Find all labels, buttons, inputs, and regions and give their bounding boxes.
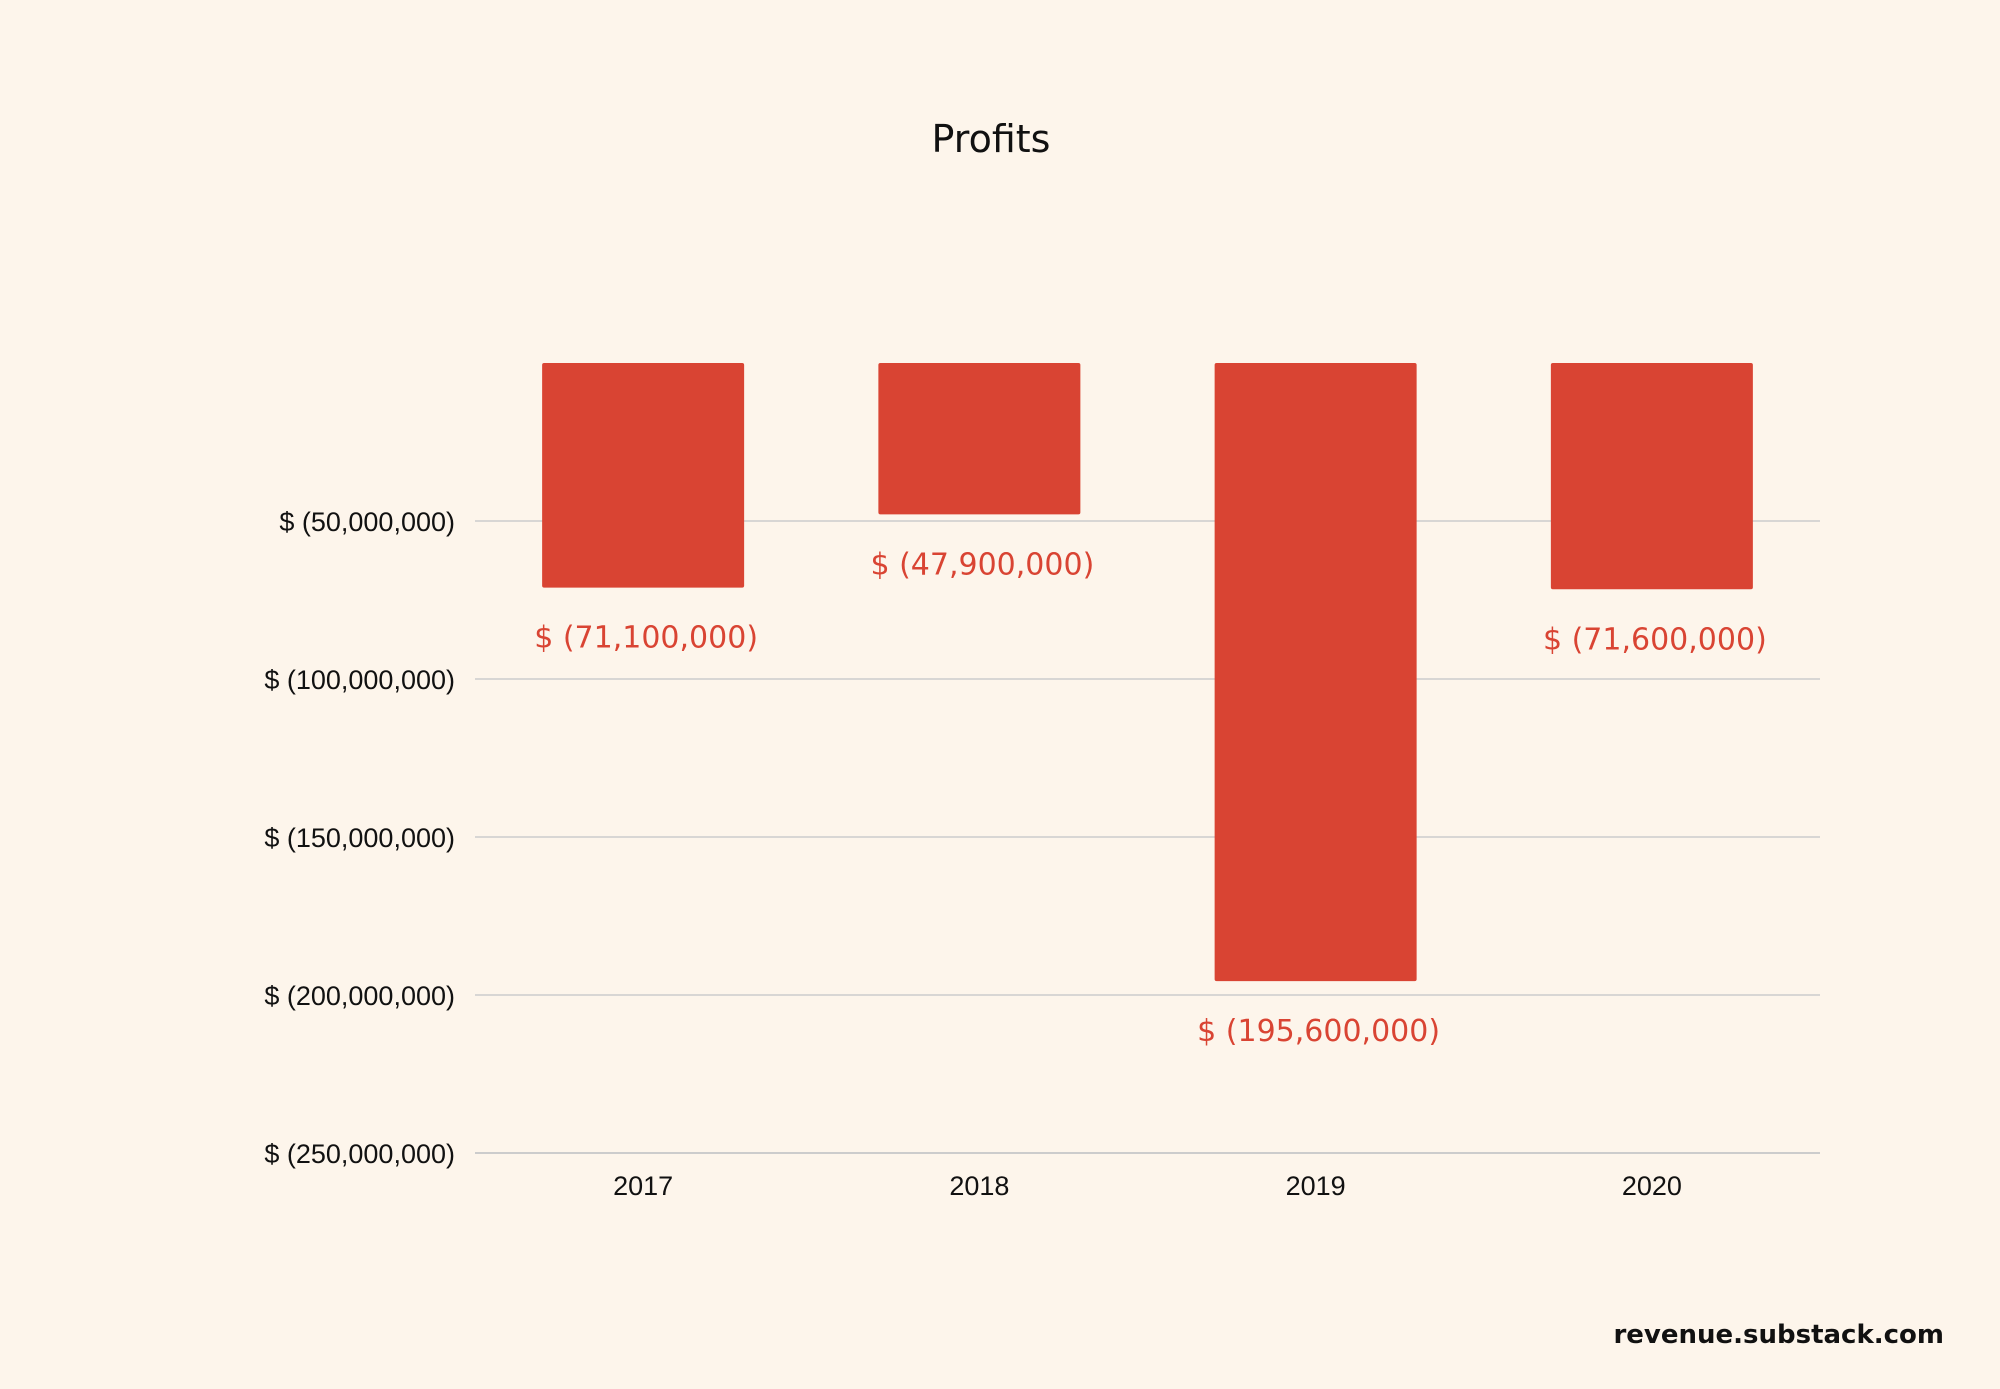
data-label-2017: $ (71,100,000) [534, 621, 758, 656]
x-tick-label-2018: 2018 [949, 1171, 1009, 1201]
y-tick-label: $ (100,000,000) [264, 665, 455, 695]
x-axis-tick-labels: 2017 2018 2019 2020 [613, 1171, 1682, 1201]
data-label-2018: $ (47,900,000) [870, 547, 1094, 582]
bars [542, 363, 1753, 982]
y-tick-label: $ (200,000,000) [264, 981, 455, 1011]
bar-2018 [878, 363, 1081, 515]
watermark-text: revenue.substack.com [1613, 1320, 1944, 1350]
y-tick-label: $ (50,000,000) [279, 507, 455, 537]
bar-2020 [1550, 363, 1753, 590]
x-tick-label-2017: 2017 [613, 1171, 673, 1201]
data-labels: $ (71,100,000) $ (47,900,000) $ (195,600,0… [534, 547, 1767, 1049]
bar-2019 [1214, 363, 1417, 982]
data-label-2020: $ (71,600,000) [1543, 622, 1767, 657]
y-tick-label: $ (250,000,000) [264, 1139, 455, 1169]
x-tick-label-2020: 2020 [1622, 1171, 1682, 1201]
bar-2017 [542, 363, 745, 588]
y-axis-tick-labels: $ (50,000,000) $ (100,000,000) $ (150,000,… [264, 507, 455, 1169]
x-tick-label-2019: 2019 [1286, 1171, 1346, 1201]
chart-title: Profits [932, 117, 1051, 161]
data-label-2019: $ (195,600,000) [1197, 1014, 1440, 1049]
y-tick-label: $ (150,000,000) [264, 823, 455, 853]
